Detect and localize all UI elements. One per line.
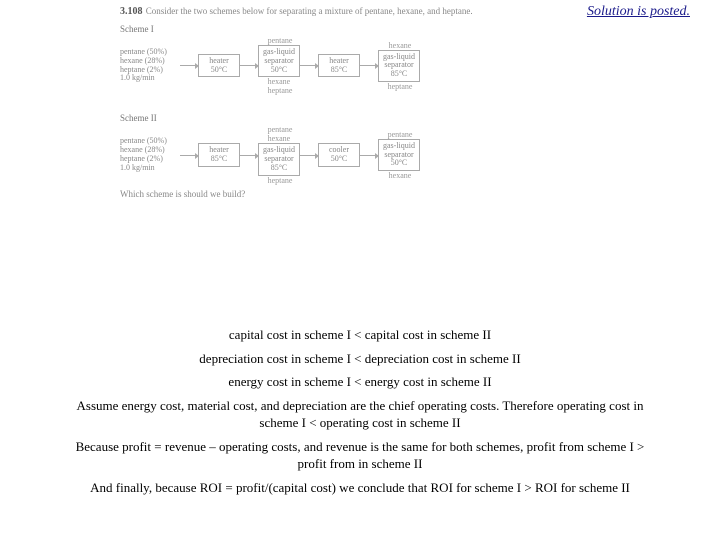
analysis-text: capital cost in scheme I < capital cost … [60, 320, 660, 502]
box-line: 50°C [323, 155, 355, 164]
scheme2-label: Scheme II [120, 113, 500, 123]
feed-line: 1.0 kg/min [120, 74, 180, 83]
scheme1-label: Scheme I [120, 24, 500, 34]
arrow-icon [180, 65, 198, 66]
scheme1-mid: hexane heptane [268, 77, 293, 95]
scheme1-heater1: heater 50°C [198, 54, 240, 78]
feed-line: 1.0 kg/min [120, 164, 180, 173]
scheme1-bottom: heptane [388, 82, 413, 91]
scheme2-flow: pentane (50%) hexane (28%) heptane (2%) … [120, 125, 500, 184]
analysis-line: depreciation cost in scheme I < deprecia… [60, 350, 660, 368]
scheme2-heater1: heater 85°C [198, 143, 240, 167]
analysis-line: And finally, because ROI = profit/(capit… [60, 479, 660, 497]
scheme2-top1: pentane hexane [268, 125, 293, 143]
analysis-line: capital cost in scheme I < capital cost … [60, 326, 660, 344]
scheme2-sep2: gas-liquid separator 50°C [378, 139, 420, 171]
arrow-icon [360, 65, 378, 66]
arrow-icon [240, 155, 258, 156]
arrow-icon [300, 155, 318, 156]
analysis-line: Assume energy cost, material cost, and d… [60, 397, 660, 432]
arrow-icon [180, 155, 198, 156]
problem-number: 3.108 [120, 6, 143, 17]
problem-statement: Consider the two schemes below for separ… [146, 6, 473, 16]
scheme2-cooler: cooler 50°C [318, 143, 360, 167]
scheme1-sep1: gas-liquid separator 50°C [258, 45, 300, 77]
scheme1-flow: pentane (50%) hexane (28%) heptane (2%) … [120, 36, 500, 95]
scheme2-bottom1: heptane [268, 176, 293, 185]
problem-figure: 3.108 Consider the two schemes below for… [120, 2, 500, 199]
scheme1-heater2: heater 85°C [318, 54, 360, 78]
bottom-question: Which scheme is should we build? [120, 189, 500, 199]
box-line: 85°C [203, 155, 235, 164]
arrow-icon [360, 155, 378, 156]
box-line: 85°C [323, 66, 355, 75]
scheme1-sep2: gas-liquid separator 85°C [378, 50, 420, 82]
arrow-icon [240, 65, 258, 66]
scheme1-top2: hexane [389, 41, 412, 50]
analysis-line: energy cost in scheme I < energy cost in… [60, 373, 660, 391]
scheme1-feed: pentane (50%) hexane (28%) heptane (2%) … [120, 48, 180, 83]
box-line: 50°C [203, 66, 235, 75]
scheme2-bottom2: hexane [389, 171, 412, 180]
box-line: 85°C [383, 70, 415, 79]
scheme2-sep1: gas-liquid separator 85°C [258, 143, 300, 175]
scheme1-top1: pentane [268, 36, 293, 45]
solution-posted-link[interactable]: Solution is posted. [587, 4, 690, 20]
arrow-icon [300, 65, 318, 66]
box-line: 50°C [383, 159, 415, 168]
box-line: 85°C [263, 164, 295, 173]
analysis-line: Because profit = revenue – operating cos… [60, 438, 660, 473]
box-line: 50°C [263, 66, 295, 75]
scheme2-feed: pentane (50%) hexane (28%) heptane (2%) … [120, 137, 180, 172]
scheme2-top2: pentane [388, 130, 413, 139]
